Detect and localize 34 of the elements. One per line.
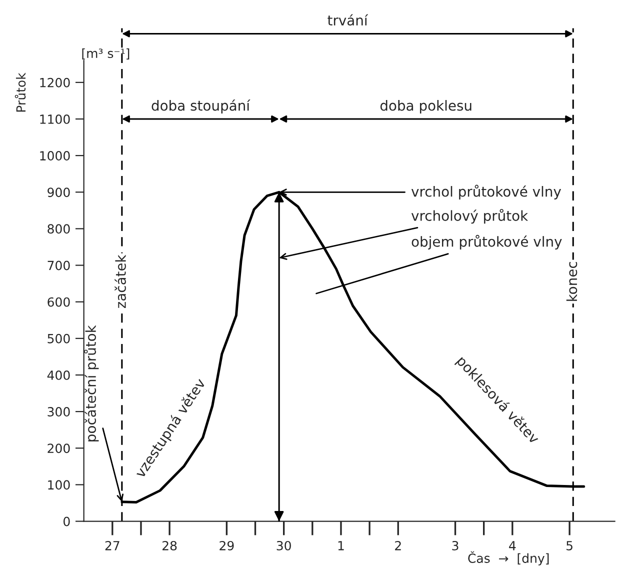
y-tick-label: 0 (64, 516, 70, 526)
y-tick-label: 900 (48, 188, 70, 198)
ref-line-label: začátek (114, 254, 126, 308)
y-tick-label: 1100 (40, 114, 70, 124)
y-axis-title: Průtok (14, 72, 26, 112)
x-axis-title: Čas → [dny] (468, 551, 549, 566)
y-tick-label: 1000 (40, 151, 70, 160)
text: [m³ s⁻¹] (82, 48, 130, 60)
x-tick-label: 4 (509, 541, 516, 550)
y-tick-label: 200 (48, 444, 70, 454)
annotation: doba poklesu (380, 100, 472, 114)
annotation: vrchol průtokové vlny (411, 184, 562, 200)
y-tick-label: 700 (48, 260, 70, 270)
x-tick-label: 5 (566, 541, 572, 550)
y-tick-label: 800 (48, 224, 70, 234)
annotation: doba stoupání (152, 99, 250, 114)
y-tick-label: 100 (48, 480, 70, 490)
x-tick-label: 28 (162, 540, 177, 550)
x-tick-label: 3 (452, 540, 458, 550)
x-tick-label: 29 (220, 540, 234, 550)
ref-line-label: konec (566, 262, 578, 301)
x-tick-label: 30 (276, 540, 291, 550)
annotation: objem průtokové vlny (412, 234, 562, 250)
x-tick-label: 1 (338, 541, 344, 550)
y-tick-label: 600 (48, 297, 70, 307)
y-tick-label: 500 (48, 334, 70, 344)
text: trvání (328, 14, 368, 26)
annotation: vrcholový průtok (411, 208, 528, 224)
y-tick-label: 300 (48, 407, 70, 416)
x-tick-label: 27 (105, 540, 120, 550)
y-tick-label: 400 (47, 370, 70, 380)
y-tick-label: 1200 (40, 78, 70, 88)
x-tick-label: 2 (395, 540, 401, 550)
annotation: počáteční průtok (84, 325, 99, 442)
